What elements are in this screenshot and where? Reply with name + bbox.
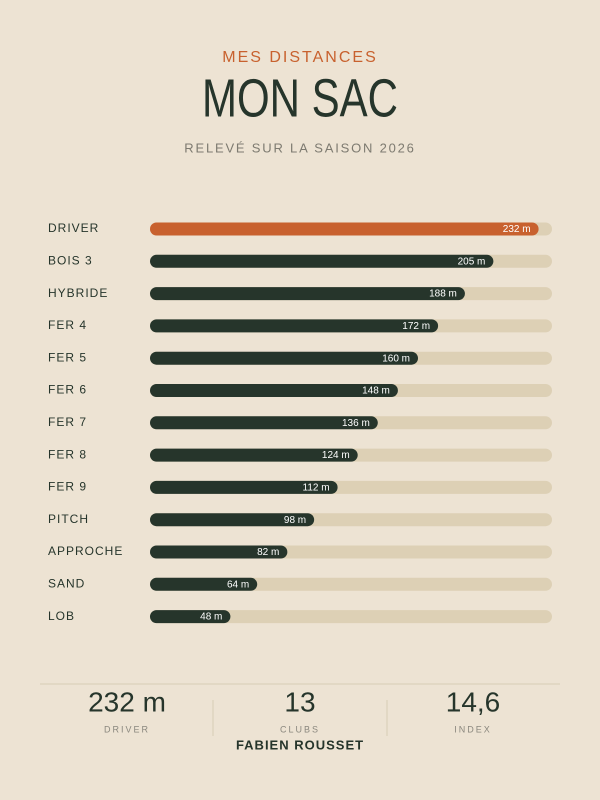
bar [150,480,338,494]
stat-label: CLUBS [280,724,320,734]
subtitle: RELEVÉ SUR LA SAISON 2026 [184,140,415,155]
stat-label: DRIVER [104,724,150,734]
bar [150,384,398,397]
bar [150,287,465,301]
value-label: 205 m [458,256,486,267]
value-label: 124 m [322,450,350,461]
category-label: FER 8 [48,447,87,461]
category-label: FER 4 [48,318,87,332]
category-label: HYBRIDE [48,286,108,300]
category-label: PITCH [48,512,89,526]
category-label: FER 6 [48,383,87,397]
category-label: BOIS 3 [48,253,93,267]
stat-value: 13 [284,686,315,717]
chart-title: MON SAC [202,68,398,128]
value-label: 148 m [362,386,390,397]
stat-label: INDEX [454,724,492,734]
value-label: 136 m [342,418,370,429]
value-label: 112 m [303,483,330,494]
bar [150,222,539,236]
category-label: FER 7 [48,415,87,429]
bar [150,351,418,365]
category-label: SAND [48,576,85,590]
category-label: DRIVER [48,221,99,235]
bar [150,577,258,591]
value-label: 160 m [382,353,410,364]
value-label: 48 m [200,612,222,623]
value-label: 82 m [257,547,279,558]
value-label: 188 m [429,289,457,300]
category-label: FER 9 [48,480,87,494]
bar-track [150,610,552,624]
category-label: FER 5 [48,350,87,364]
bar [150,513,315,527]
value-label: 98 m [284,515,306,526]
bar [150,448,358,462]
bar [150,319,439,333]
value-label: 172 m [402,321,430,332]
bar [150,416,378,430]
player-name: FABIEN ROUSSET [236,737,364,752]
category-label: LOB [48,609,75,623]
value-label: 64 m [227,579,249,590]
bar [150,254,494,268]
category-label: APPROCHE [48,544,123,558]
stat-value: 14,6 [446,686,501,717]
value-label: 232 m [503,224,531,235]
stat-value: 232 m [88,686,166,717]
kicker: MES DISTANCES [222,49,378,66]
bar [150,610,231,624]
bar [150,545,288,559]
